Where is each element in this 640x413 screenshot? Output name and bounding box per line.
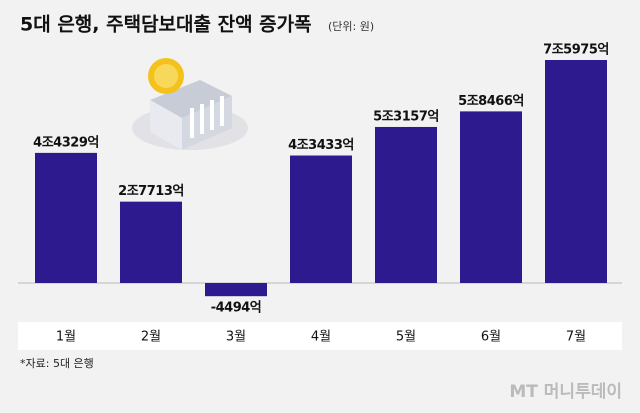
bar [35, 152, 97, 283]
x-tick-label: 2월 [141, 330, 161, 345]
x-tick-label: 7월 [566, 330, 586, 345]
value-label: -4494억 [211, 301, 262, 316]
value-label: 7조5975억 [543, 43, 609, 58]
value-label: 4조4329억 [33, 135, 99, 150]
category-band [18, 322, 622, 350]
value-label: 2조7713억 [118, 184, 184, 199]
bar [290, 155, 352, 283]
bar [545, 60, 607, 283]
x-tick-label: 6월 [481, 330, 501, 345]
bank-icon [132, 58, 248, 150]
x-tick-label: 3월 [226, 330, 246, 345]
value-label: 5조3157억 [373, 109, 439, 124]
bar [460, 111, 522, 283]
source: *자료: 5대 은행 [20, 357, 94, 370]
x-tick-label: 4월 [311, 330, 331, 345]
bar [205, 283, 267, 297]
x-tick-label: 1월 [56, 330, 76, 345]
chart-title: 5대 은행, 주택담보대출 잔액 증가폭 [20, 14, 312, 36]
chart-subtitle: (단위: 원) [328, 20, 374, 33]
x-tick-label: 5월 [396, 330, 416, 345]
value-label: 5조8466억 [458, 94, 524, 109]
watermark: MT 머니투데이 [509, 382, 622, 402]
bar [120, 201, 182, 283]
value-label: 4조3433억 [288, 138, 354, 153]
bar [375, 126, 437, 283]
